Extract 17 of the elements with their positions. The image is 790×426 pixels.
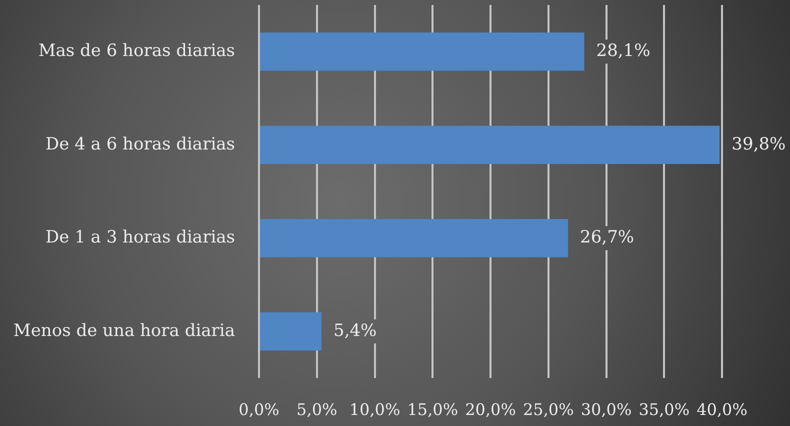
- x-tick-label: 30,0%: [580, 400, 632, 419]
- data-label: 26,7%: [580, 228, 634, 248]
- data-label: 39,8%: [732, 134, 786, 154]
- y-tick-label: De 1 a 3 horas diarias: [45, 228, 235, 248]
- y-tick-label: Mas de 6 horas diarias: [38, 41, 235, 62]
- data-label: 5,4%: [334, 320, 377, 341]
- x-tick-label: 20,0%: [465, 400, 516, 419]
- x-tick-label: 15,0%: [407, 400, 458, 419]
- y-tick-label: Menos de una hora diaria: [13, 320, 235, 341]
- x-tick-label: 5,0%: [296, 400, 338, 419]
- y-tick-label: De 4 a 6 horas diarias: [45, 134, 235, 154]
- x-tick-label: 10,0%: [349, 400, 400, 419]
- x-tick-label: 25,0%: [522, 400, 574, 419]
- x-tick-label: 0,0%: [238, 400, 280, 419]
- x-tick-label: 40,0%: [696, 400, 748, 419]
- data-label: 28,1%: [596, 41, 650, 62]
- x-tick-label: 35,0%: [638, 400, 690, 419]
